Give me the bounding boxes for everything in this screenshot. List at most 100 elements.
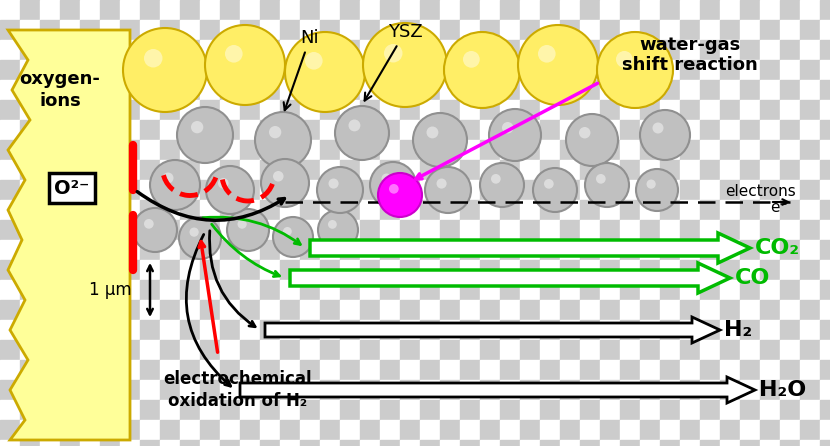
Bar <box>640 400 660 420</box>
Bar <box>460 340 480 360</box>
Bar <box>200 440 220 446</box>
Bar <box>660 20 680 40</box>
Bar <box>280 0 300 20</box>
Bar <box>720 440 740 446</box>
Bar <box>820 160 830 180</box>
Bar <box>60 100 80 120</box>
Bar <box>660 420 680 440</box>
Bar <box>160 0 180 20</box>
Bar <box>340 80 360 100</box>
Bar <box>580 440 600 446</box>
Bar <box>220 80 240 100</box>
Text: O²⁻: O²⁻ <box>55 178 90 198</box>
Bar <box>560 160 580 180</box>
Bar <box>640 380 660 400</box>
Bar <box>180 420 200 440</box>
Circle shape <box>123 28 207 112</box>
Bar <box>100 40 120 60</box>
Circle shape <box>144 219 154 229</box>
Bar <box>140 380 160 400</box>
Bar <box>800 140 820 160</box>
Bar <box>360 160 380 180</box>
Text: electrochemical
oxidation of H₂: electrochemical oxidation of H₂ <box>164 370 312 410</box>
Bar <box>220 20 240 40</box>
Bar <box>700 260 720 280</box>
Bar <box>0 320 20 340</box>
Bar <box>560 320 580 340</box>
Bar <box>700 360 720 380</box>
Circle shape <box>518 25 598 105</box>
Bar <box>500 340 520 360</box>
Bar <box>480 440 500 446</box>
Bar <box>540 260 560 280</box>
Bar <box>640 280 660 300</box>
Bar <box>80 200 100 220</box>
Bar <box>700 200 720 220</box>
Bar <box>340 20 360 40</box>
Bar <box>180 0 200 20</box>
Bar <box>380 160 400 180</box>
Bar <box>540 440 560 446</box>
Bar <box>180 300 200 320</box>
Bar <box>460 280 480 300</box>
Bar <box>200 360 220 380</box>
Bar <box>660 120 680 140</box>
Bar <box>120 220 140 240</box>
Bar <box>520 220 540 240</box>
Bar <box>660 360 680 380</box>
Bar <box>520 80 540 100</box>
Bar <box>300 200 320 220</box>
Bar <box>540 360 560 380</box>
Bar <box>420 0 440 20</box>
Bar <box>620 320 640 340</box>
Bar <box>440 400 460 420</box>
Bar <box>420 240 440 260</box>
Bar <box>620 80 640 100</box>
Bar <box>140 140 160 160</box>
Bar <box>120 40 140 60</box>
Bar <box>0 20 20 40</box>
Bar <box>440 180 460 200</box>
Bar <box>620 20 640 40</box>
Bar <box>200 100 220 120</box>
Bar <box>380 140 400 160</box>
Bar <box>560 120 580 140</box>
Bar <box>340 440 360 446</box>
Bar <box>720 240 740 260</box>
Bar <box>640 320 660 340</box>
Bar <box>640 220 660 240</box>
Bar <box>340 300 360 320</box>
Bar <box>660 200 680 220</box>
Bar <box>80 420 100 440</box>
Bar <box>40 220 60 240</box>
Bar <box>240 140 260 160</box>
Bar <box>660 440 680 446</box>
Bar <box>380 260 400 280</box>
Bar <box>80 260 100 280</box>
Bar <box>680 120 700 140</box>
Bar <box>320 300 340 320</box>
Bar <box>140 60 160 80</box>
Bar <box>360 400 380 420</box>
Bar <box>300 100 320 120</box>
Bar <box>540 100 560 120</box>
Circle shape <box>437 178 447 189</box>
Bar <box>200 300 220 320</box>
Bar <box>220 120 240 140</box>
Bar <box>460 200 480 220</box>
Bar <box>260 420 280 440</box>
Bar <box>800 420 820 440</box>
Bar <box>580 40 600 60</box>
Bar <box>720 160 740 180</box>
Bar <box>40 280 60 300</box>
Circle shape <box>480 163 524 207</box>
Bar <box>820 420 830 440</box>
Bar <box>20 420 40 440</box>
Bar <box>240 100 260 120</box>
Bar <box>780 440 800 446</box>
Bar <box>140 20 160 40</box>
Bar <box>280 280 300 300</box>
Bar <box>500 260 520 280</box>
Bar <box>300 440 320 446</box>
Bar <box>100 20 120 40</box>
